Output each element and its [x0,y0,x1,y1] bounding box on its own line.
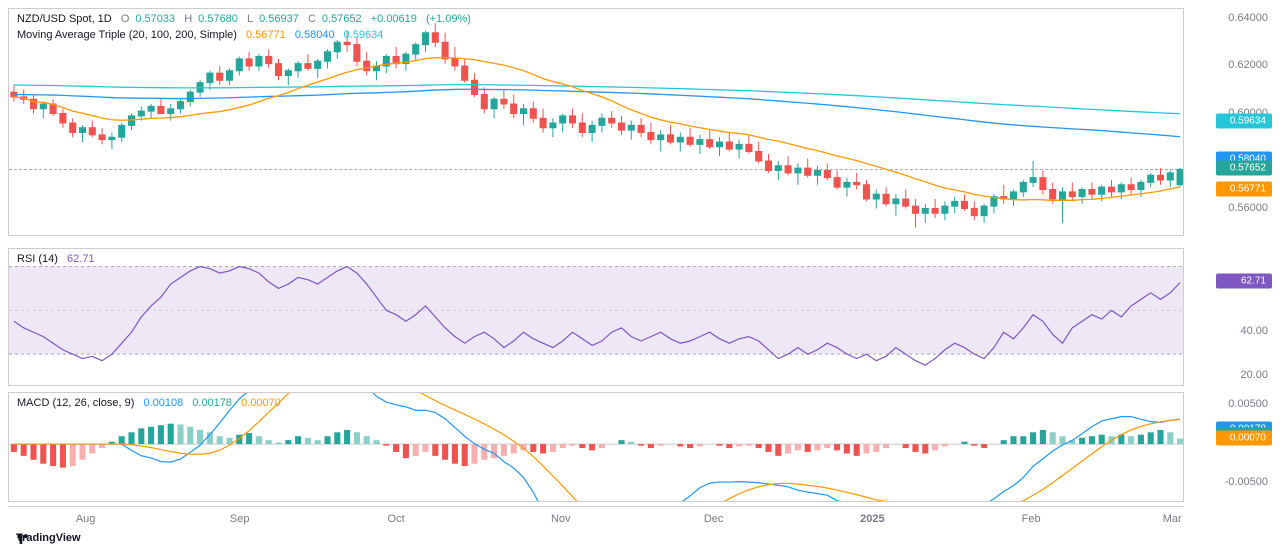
price-panel[interactable]: NZD/USD Spot, 1D O0.57033 H0.57680 L0.56… [8,8,1184,236]
ohlc-h: 0.57680 [198,13,238,25]
ohlc-o: 0.57033 [135,13,175,25]
chart-container: NZD/USD Spot, 1D O0.57033 H0.57680 L0.56… [8,8,1272,548]
tradingview-icon [16,532,30,546]
rsi-legend: RSI (14) 62.71 [17,253,101,265]
price-chart-svg [9,9,1183,235]
ohlc-chg: +0.00619 [371,13,417,25]
ma20-val: 0.56771 [246,29,286,41]
rsi-panel[interactable]: RSI (14) 62.71 [8,248,1184,386]
macd-chart-svg [9,393,1183,501]
ohlc-pct: (+1.09%) [426,13,471,25]
price-tag: 0.57652 [1216,161,1272,176]
ma200-val: 0.59634 [344,29,384,41]
ma100-val: 0.58040 [295,29,335,41]
macd-hist: 0.00070 [241,397,281,409]
macd-panel[interactable]: MACD (12, 26, close, 9) 0.00108 0.00178 … [8,392,1184,502]
symbol-legend: NZD/USD Spot, 1D O0.57033 H0.57680 L0.56… [17,13,477,25]
ohlc-c: 0.57652 [322,13,362,25]
rsi-y-axis: 62.7140.0020.0062.71 [1184,248,1272,386]
rsi-value: 62.71 [67,253,95,265]
ohlc-l: 0.56937 [259,13,299,25]
price-y-axis: 0.640000.620000.600000.580000.560000.596… [1184,8,1272,236]
macd-legend: MACD (12, 26, close, 9) 0.00108 0.00178 … [17,397,287,409]
rsi-label: RSI (14) [17,253,58,265]
symbol-label: NZD/USD Spot, 1D [17,13,112,25]
ma-legend: Moving Average Triple (20, 100, 200, Sim… [17,29,389,41]
price-tag: 0.59634 [1216,114,1272,129]
tradingview-watermark: TradingView [16,532,81,544]
time-x-axis: AugSepOctNovDec2025FebMar [8,506,1184,536]
macd-val: 0.00108 [143,397,183,409]
macd-label: MACD (12, 26, close, 9) [17,397,134,409]
ma-label: Moving Average Triple (20, 100, 200, Sim… [17,29,237,41]
macd-y-axis: 0.00500-0.005000.001780.001080.00070 [1184,392,1272,502]
price-tag: 0.56771 [1216,182,1272,197]
rsi-chart-svg [9,249,1183,385]
macd-signal: 0.00178 [192,397,232,409]
